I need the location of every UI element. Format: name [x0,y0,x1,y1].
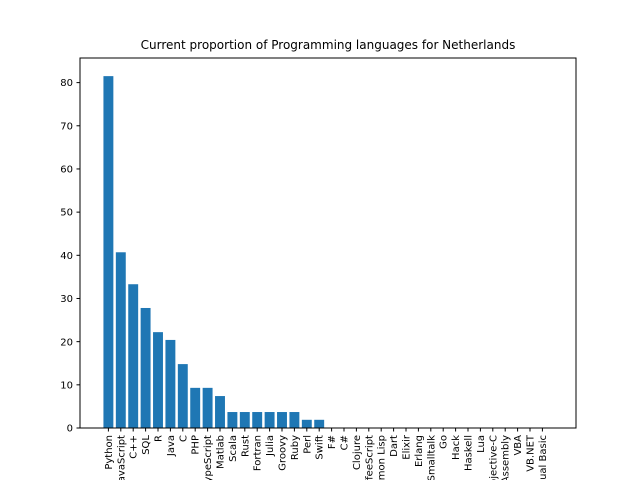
x-tick-label: Go [439,435,450,449]
x-tick-label: Erlang [414,435,425,467]
x-tick-label: CoffeeScript [364,435,375,480]
x-tick-label: F# [327,435,338,449]
x-tick-label: VB.NET [526,434,537,472]
x-tick-label: Objective-C [488,435,499,480]
bar-rust [239,412,250,428]
bar-c [177,364,188,428]
x-tick-label: Groovy [278,435,289,471]
y-tick-label: 60 [60,165,73,176]
x-tick-label: C++ [129,435,140,459]
y-tick-label: 50 [60,208,73,219]
x-tick-label: JavaScript [116,435,127,480]
x-tick-label: Julia [265,435,276,457]
x-tick-label: Dart [389,435,400,457]
x-tick-label: Python [104,435,115,470]
bar-sql [140,307,151,428]
bar-julia [264,412,275,428]
plot-frame [79,57,577,429]
x-tick-label: C [178,435,189,442]
x-tick-label: Fortran [253,435,264,471]
x-tick-label: Java [166,435,177,457]
bar-typescript [202,387,213,428]
bar-swift [314,419,325,428]
x-tick-label: Rust [240,435,251,457]
y-tick-label: 80 [60,78,73,89]
x-tick-label: Perl [302,435,313,454]
y-axis: 0 10 20 30 40 50 60 70 80 [60,78,80,435]
x-tick-label: Hack [451,435,462,460]
bars [103,76,325,428]
x-tick-label: Smalltalk [426,435,437,480]
bar-matlab [215,396,225,428]
y-tick-label: 70 [60,121,73,132]
x-axis: Python JavaScript C++ SQL R Java C PHP TypeScrip… [104,428,549,485]
x-tick-label: SQL [141,435,152,455]
x-tick-label: PHP [191,435,202,455]
x-tick-label: VBA [513,435,524,456]
x-tick-label: Assembly [501,435,512,480]
x-tick-label: Matlab [216,435,227,469]
y-tick-label: 30 [60,294,73,305]
bar-fortran [252,412,263,428]
x-tick-label: R [154,435,165,442]
x-tick-label: Swift [315,435,326,460]
bar-javascript [115,252,126,428]
bar-php [190,387,201,428]
x-tick-label: Scala [228,435,239,462]
y-tick-label: 20 [60,337,73,348]
bar-scala [227,412,238,428]
x-tick-label: Clojure [352,435,363,470]
x-tick-label: C# [340,435,351,450]
x-tick-label: Elixir [402,434,413,460]
bar-c- [128,284,139,428]
x-tick-label: Visual Basic [538,435,549,480]
bar-ruby [289,412,300,428]
bar-r [153,332,163,428]
x-tick-label: Common Lisp [377,435,388,480]
bar-python [103,76,114,428]
chart-title: Current proportion of Programming langua… [141,38,516,52]
y-tick-label: 10 [60,380,73,391]
x-tick-label: TypeScript [203,435,214,480]
y-tick-label: 40 [60,251,73,262]
bar-groovy [277,412,287,428]
bar-java [165,339,176,428]
x-tick-label: Haskell [464,435,475,471]
y-tick-label: 0 [67,424,73,435]
bar-perl [301,419,312,428]
x-tick-label: Lua [476,435,487,453]
x-tick-label: Ruby [290,435,301,460]
